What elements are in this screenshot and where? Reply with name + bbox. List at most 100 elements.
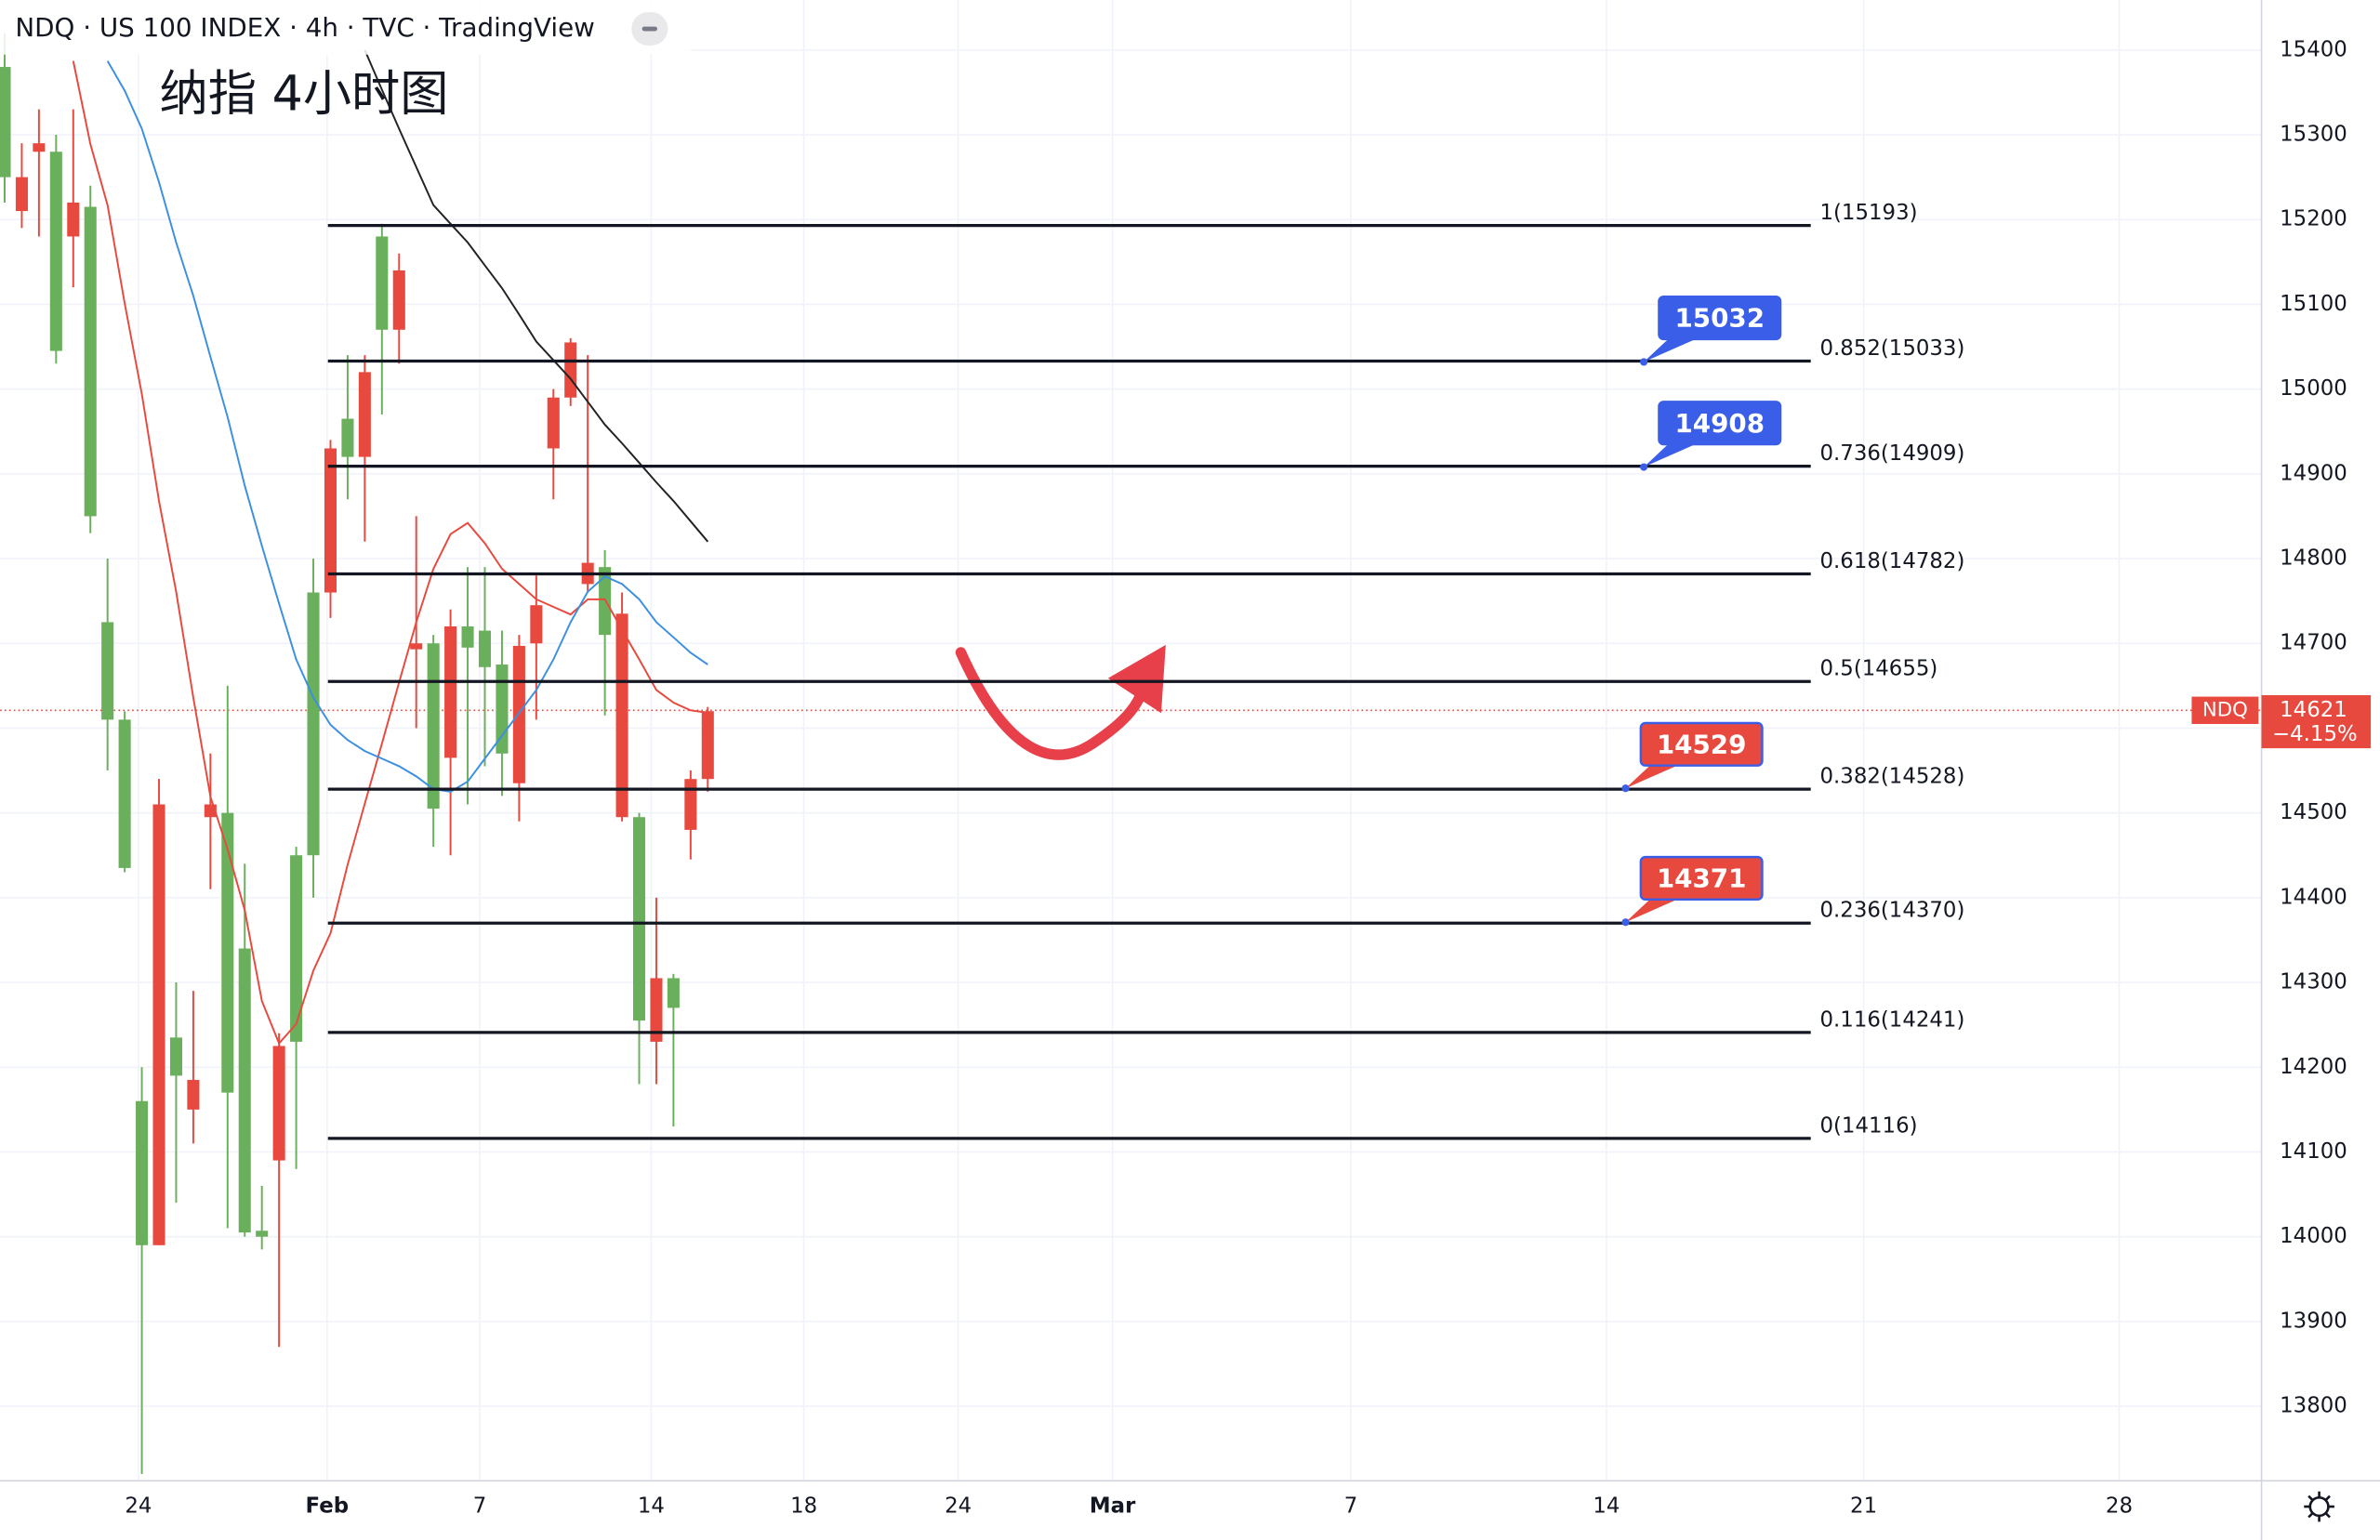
moving-average [72,60,708,1046]
y-tick-label: 14900 [2280,461,2347,485]
candle-body [307,592,320,856]
candle-body [84,206,97,517]
candle-body [272,1046,285,1161]
callout-pointer [1625,899,1678,923]
y-tick-label: 15300 [2280,123,2347,147]
symbol-tag-label: NDQ [2202,698,2248,721]
price-tag [2261,694,2372,749]
annotation: 纳指 4小时图 [160,66,449,122]
y-tick-label: 14100 [2280,1139,2347,1164]
fib-label: 0.236(14370) [1819,899,1964,923]
candle-body [0,67,11,178]
x-tick-label: 7 [1344,1494,1358,1519]
candle-body [564,342,577,398]
y-tick-label: 15000 [2280,376,2347,401]
chart-title: NDQ · US 100 INDEX · 4h · TVC · TradingV… [15,12,594,43]
fib-label: 0(14116) [1819,1113,1917,1138]
candle-body [667,978,680,1008]
candle-body [15,177,28,212]
candle-body [169,1037,182,1076]
gear-teeth [2304,1491,2334,1522]
x-tick-label: Mar [1090,1494,1136,1519]
candle-body [650,978,663,1042]
y-tick-label: 13800 [2280,1394,2347,1418]
callout-label: 15032 [1674,303,1765,334]
candle-body [632,817,646,1021]
fib-label: 0.852(15033) [1819,336,1964,361]
candle-body [49,151,62,351]
candle-body [392,270,405,330]
candle-body [701,711,714,780]
y-tick-label: 14800 [2280,546,2347,571]
candle-body [410,643,423,650]
candle-body [152,804,165,1245]
candle-body [530,605,543,644]
candle-body [187,1079,200,1110]
candle-body [221,812,234,1093]
callout-anchor [1640,358,1648,366]
drawn-arrow-head [1107,644,1166,714]
x-tick-label: 7 [473,1494,487,1519]
candle-body [33,143,46,152]
collapse-icon [641,26,657,32]
plot [0,33,714,1475]
fib-label: 0.382(14528) [1819,765,1964,789]
candle-body [324,448,337,593]
fib-label: 0.618(14782) [1819,549,1964,573]
price-tag-change: −4.15% [2272,722,2358,746]
candle-body [341,418,354,457]
callout-anchor [1621,784,1630,793]
x-tick-label: 14 [1593,1494,1620,1519]
callout-pointer [1644,338,1696,362]
y-tick-label: 14200 [2280,1055,2347,1079]
y-tick-label: 15400 [2280,37,2347,61]
x-tick-label: 24 [125,1494,152,1519]
symbol-tag [2191,696,2259,724]
candle-body [101,622,114,720]
candle-body [444,625,457,758]
callout-label: 14529 [1657,729,1747,759]
x-tick-label: Feb [306,1494,350,1519]
candle-body [136,1100,149,1245]
callout-box [1639,721,1764,767]
candle-body [512,645,525,783]
x-tick-label: 18 [790,1494,817,1519]
y-tick-label: 14500 [2280,800,2347,824]
x-tick-label: 14 [638,1494,665,1519]
y-tick-label: 14000 [2280,1224,2347,1248]
candle-body [238,948,251,1233]
x-tick-label: 24 [945,1494,972,1519]
y-tick-label: 15200 [2280,207,2347,231]
candle-body [256,1231,269,1237]
moving-average [106,60,708,793]
fib-label: 0.736(14909) [1819,441,1964,466]
candle-body [478,630,492,667]
settings-icon[interactable] [2304,1491,2334,1522]
y-tick-label: 13900 [2280,1309,2347,1333]
candle-body [358,372,371,457]
candle-body [118,719,131,868]
grid [0,0,2262,1481]
y-tick-label: 14400 [2280,885,2347,909]
callout-pointer [1644,444,1696,467]
y-tick-label: 15100 [2280,292,2347,316]
callout-label: 14371 [1657,863,1747,894]
callout-label: 14908 [1674,408,1765,439]
callout-box [1658,401,1782,446]
y-tick-label: 14300 [2280,970,2347,994]
candle-body [547,397,560,449]
candle-body [615,613,628,818]
fib-label: 0.116(14241) [1819,1007,1964,1032]
callout-anchor [1621,918,1630,927]
candle-body [684,779,697,830]
callout-pointer [1625,765,1678,789]
moving-average [364,49,709,543]
callout-box [1658,296,1782,341]
fib-label: 0.5(14655) [1819,657,1937,681]
candle-body [376,236,389,330]
header-bg [0,0,691,55]
candle-body [461,625,474,648]
drawn-arrow [955,647,1152,760]
callout-box [1639,855,1764,902]
